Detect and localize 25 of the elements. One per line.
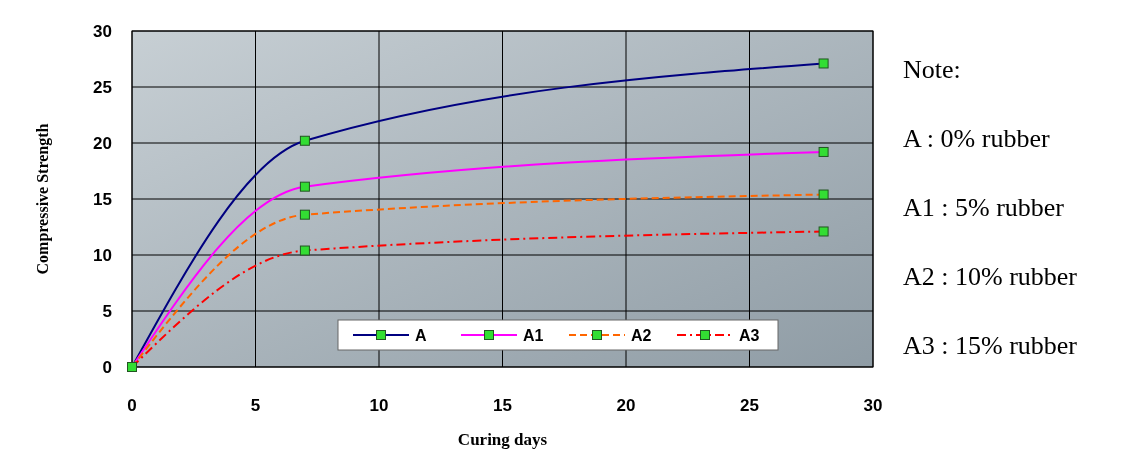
legend-label: A2: [631, 327, 652, 344]
text: A3 : 15% rubber: [903, 331, 1078, 360]
x-tick-label: 0: [127, 396, 137, 415]
text: A2 : 10% rubber: [903, 262, 1078, 291]
x-tick-label: 15: [493, 396, 512, 415]
x-tick-label: 5: [250, 396, 261, 415]
y-tick-label: 25: [93, 78, 112, 97]
text: A : 0% rubber: [903, 124, 1050, 153]
x-tick-label: 25: [740, 396, 759, 415]
x-tick-label: 30: [863, 396, 883, 415]
y-tick-label: 20: [93, 134, 112, 153]
legend-label: A3: [739, 327, 760, 344]
text: Note:: [903, 55, 961, 84]
legend-label: A: [415, 327, 427, 344]
y-tick-label: 5: [102, 302, 112, 321]
x-axis-title: Curing days: [457, 430, 548, 449]
y-tick-label: 10: [93, 246, 112, 265]
y-tick-label: 0: [102, 358, 112, 377]
y-tick-label: 15: [93, 190, 112, 209]
y-tick-label: 30: [93, 22, 112, 41]
y-axis-title: Compressive Strength: [34, 123, 52, 275]
legend-label: A1: [523, 327, 544, 344]
x-tick-label: 20: [616, 396, 636, 415]
text: A1 : 5% rubber: [903, 193, 1065, 222]
x-tick-label: 10: [369, 396, 389, 415]
